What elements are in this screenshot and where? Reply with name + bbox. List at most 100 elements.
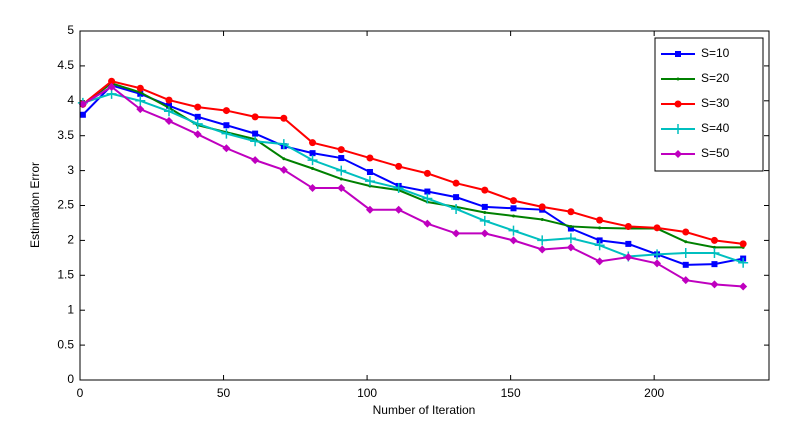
marker [538, 203, 546, 211]
marker [307, 155, 318, 166]
marker [596, 216, 604, 224]
x-tick-label: 200 [644, 386, 664, 400]
series-line [82, 84, 744, 266]
marker [136, 105, 145, 114]
y-tick-label: 4.5 [57, 58, 74, 72]
x-tick-label: 150 [501, 386, 521, 400]
marker [223, 122, 230, 129]
marker [222, 107, 230, 115]
marker [193, 130, 202, 139]
marker [365, 205, 374, 214]
marker [509, 236, 518, 245]
legend-label: S=20 [701, 71, 730, 85]
marker [250, 136, 261, 147]
y-tick-label: 4 [67, 93, 74, 107]
marker [625, 240, 632, 247]
marker [538, 245, 547, 254]
marker [675, 51, 681, 57]
marker [510, 205, 517, 212]
marker [709, 247, 720, 258]
marker [594, 240, 605, 251]
marker [423, 219, 432, 228]
y-tick-label: 5 [67, 23, 74, 37]
marker [565, 233, 576, 244]
marker [278, 139, 289, 150]
marker [739, 240, 747, 248]
marker [710, 280, 719, 289]
legend-label: S=30 [701, 96, 730, 110]
marker [309, 150, 316, 157]
marker [566, 243, 575, 252]
marker [394, 205, 403, 214]
marker [452, 179, 460, 187]
marker [481, 186, 489, 194]
marker [569, 224, 573, 228]
marker [653, 224, 661, 232]
marker [366, 154, 374, 162]
marker [674, 100, 682, 108]
marker [511, 214, 515, 218]
marker [107, 82, 116, 91]
marker [423, 169, 431, 177]
marker [710, 236, 718, 244]
marker [684, 240, 688, 244]
marker [451, 203, 462, 214]
marker [681, 276, 690, 285]
marker [598, 226, 602, 230]
series-line [82, 80, 744, 245]
marker [453, 194, 460, 201]
marker [79, 111, 86, 118]
marker [508, 225, 519, 236]
marker [480, 229, 489, 238]
marker [336, 165, 347, 176]
marker [624, 253, 633, 262]
x-tick-label: 0 [77, 386, 84, 400]
marker [194, 113, 201, 120]
marker [364, 176, 375, 187]
marker [567, 208, 575, 216]
y-tick-label: 0 [67, 372, 74, 386]
marker [682, 228, 690, 236]
marker [479, 215, 490, 226]
marker [682, 261, 689, 268]
marker [251, 113, 259, 121]
x-tick-label: 50 [217, 386, 231, 400]
marker [537, 235, 548, 246]
marker [652, 249, 663, 260]
marker [509, 197, 517, 205]
marker [165, 96, 173, 104]
marker [165, 102, 172, 109]
y-tick-label: 3 [67, 163, 74, 177]
x-tick-label: 100 [357, 386, 377, 400]
marker [192, 118, 203, 129]
marker [282, 157, 286, 161]
marker [395, 162, 403, 170]
marker [163, 106, 174, 117]
marker [164, 117, 173, 126]
marker [339, 177, 343, 181]
y-tick-label: 2 [67, 233, 74, 247]
marker [680, 247, 691, 258]
marker [624, 222, 632, 230]
y-axis-label: Estimation Error [28, 162, 42, 248]
marker [338, 155, 345, 162]
marker [221, 128, 232, 139]
y-tick-label: 1.5 [57, 267, 74, 281]
marker [222, 144, 231, 153]
x-axis-label: Number of Iteration [373, 403, 476, 417]
marker [138, 90, 142, 94]
marker [739, 282, 748, 291]
marker [422, 193, 433, 204]
marker [251, 156, 260, 165]
marker [311, 167, 315, 171]
marker [194, 103, 202, 111]
marker [393, 183, 404, 194]
marker [366, 168, 373, 175]
marker [567, 225, 574, 232]
marker [595, 257, 604, 266]
marker [135, 95, 146, 106]
marker [337, 184, 346, 193]
marker [136, 84, 144, 92]
marker [673, 124, 683, 134]
